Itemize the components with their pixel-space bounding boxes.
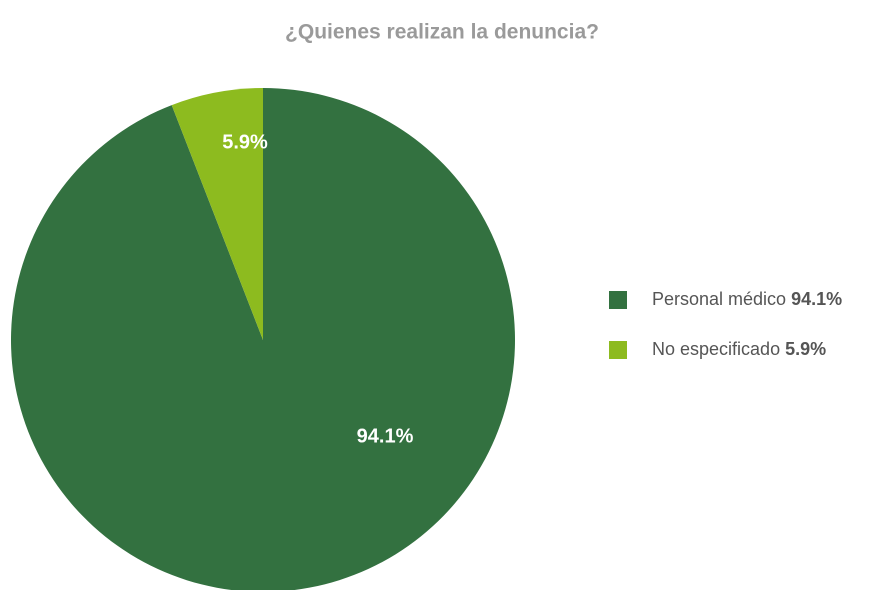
legend-label: No especificado 5.9% <box>652 339 826 359</box>
data-label: 94.1% <box>357 425 414 447</box>
legend-swatch <box>609 291 627 309</box>
legend-name: No especificado <box>652 339 780 359</box>
pie-slice <box>11 88 516 590</box>
legend-value: 94.1% <box>791 289 842 309</box>
legend-label: Personal médico 94.1% <box>652 289 842 309</box>
data-label: 5.9% <box>222 131 268 153</box>
chart-title: ¿Quienes realizan la denuncia? <box>285 21 599 44</box>
pie-slice <box>171 88 263 340</box>
legend-swatch <box>609 341 627 359</box>
legend-name: Personal médico <box>652 289 786 309</box>
legend-value: 5.9% <box>785 339 826 359</box>
